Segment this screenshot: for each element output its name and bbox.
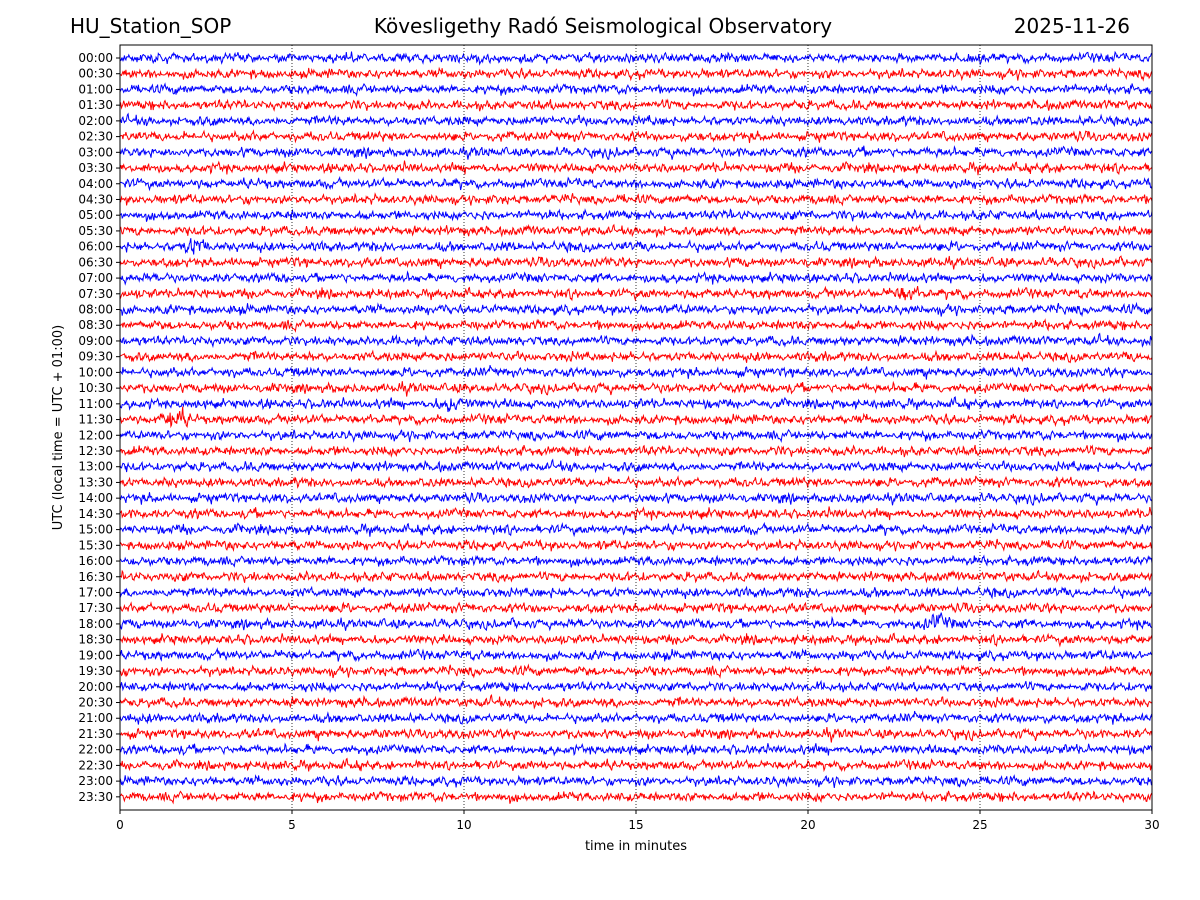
chart-title: Kövesligethy Radó Seismological Observat… (373, 14, 833, 38)
y-tick-label: 06:30 (78, 255, 113, 269)
y-tick-label: 17:30 (78, 601, 113, 615)
y-tick-label: 07:30 (78, 287, 113, 301)
y-tick-label: 19:00 (78, 648, 113, 662)
trace-0600 (119, 238, 1153, 255)
y-tick-label: 16:00 (78, 554, 113, 568)
y-tick-label: 00:00 (78, 51, 113, 65)
y-axis-label: UTC (local time = UTC + 01:00) (51, 325, 66, 530)
y-tick-label: 12:30 (78, 444, 113, 458)
trace-0830 (119, 318, 1153, 333)
y-tick-label: 04:30 (78, 192, 113, 206)
y-tick-label: 10:00 (78, 365, 113, 379)
x-axis-label: time in minutes (585, 839, 687, 854)
trace-2130 (119, 727, 1153, 743)
trace-1730 (119, 601, 1153, 615)
x-tick-label: 0 (116, 818, 124, 832)
y-tick-label: 06:00 (78, 240, 113, 254)
trace-1630 (119, 569, 1153, 584)
y-tick-label: 14:00 (78, 491, 113, 505)
y-tick-label: 12:00 (78, 428, 113, 442)
y-tick-label: 19:30 (78, 664, 113, 678)
station-name: HU_Station_SOP (70, 14, 232, 38)
trace-1900 (119, 647, 1153, 663)
y-tick-label: 21:00 (78, 711, 113, 725)
trace-1300 (119, 458, 1153, 474)
y-tick-label: 20:30 (78, 696, 113, 710)
y-tick-label: 02:00 (78, 114, 113, 128)
x-tick-label: 10 (456, 818, 471, 832)
y-tick-label: 09:30 (78, 350, 113, 364)
x-tick-label: 20 (800, 818, 815, 832)
x-tick-label: 15 (628, 818, 643, 832)
y-tick-label: 11:00 (78, 397, 113, 411)
y-tick-label: 01:00 (78, 82, 113, 96)
x-tick-label: 25 (972, 818, 987, 832)
trace-1130 (119, 406, 1153, 429)
y-tick-label: 23:30 (78, 790, 113, 804)
trace-2100 (119, 710, 1153, 726)
trace-0130 (119, 98, 1153, 112)
x-tick-label: 30 (1144, 818, 1159, 832)
grid-group (291, 45, 981, 810)
y-tick-label: 18:30 (78, 633, 113, 647)
y-tick-label: 21:30 (78, 727, 113, 741)
trace-0930 (119, 349, 1153, 364)
trace-1230 (119, 444, 1153, 458)
y-tick-label: 00:30 (78, 67, 113, 81)
y-tick-label: 08:30 (78, 318, 113, 332)
y-tick-label: 18:00 (78, 617, 113, 631)
y-tick-label: 08:00 (78, 303, 113, 317)
y-tick-label: 03:00 (78, 145, 113, 159)
trace-0000 (119, 50, 1153, 66)
y-tick-label: 15:00 (78, 523, 113, 537)
trace-1330 (119, 475, 1153, 490)
y-tick-label: 16:30 (78, 570, 113, 584)
y-tick-label: 20:00 (78, 680, 113, 694)
y-tick-label: 13:00 (78, 460, 113, 474)
y-tick-label: 01:30 (78, 98, 113, 112)
trace-1030 (119, 380, 1153, 397)
y-tick-label: 15:30 (78, 538, 113, 552)
y-tick-label: 05:00 (78, 208, 113, 222)
trace-2330 (119, 790, 1153, 805)
y-tick-label: 02:30 (78, 130, 113, 144)
y-tick-label: 04:00 (78, 177, 113, 191)
y-tick-label: 09:00 (78, 334, 113, 348)
x-tick-label: 5 (288, 818, 296, 832)
x-ticks-group: 0 5 10 15 20 25 30 (116, 810, 1160, 832)
y-tick-label: 10:30 (78, 381, 113, 395)
y-tick-label: 14:30 (78, 507, 113, 521)
y-tick-label: 23:00 (78, 774, 113, 788)
chart-date: 2025-11-26 (1013, 14, 1130, 38)
y-tick-label: 05:30 (78, 224, 113, 238)
y-tick-label: 03:30 (78, 161, 113, 175)
y-tick-label: 07:00 (78, 271, 113, 285)
y-tick-label: 22:00 (78, 743, 113, 757)
trace-0100 (119, 82, 1153, 97)
y-tick-label: 11:30 (78, 413, 113, 427)
y-tick-label: 22:30 (78, 758, 113, 772)
y-tick-label: 13:30 (78, 475, 113, 489)
y-tick-label: 17:00 (78, 585, 113, 599)
